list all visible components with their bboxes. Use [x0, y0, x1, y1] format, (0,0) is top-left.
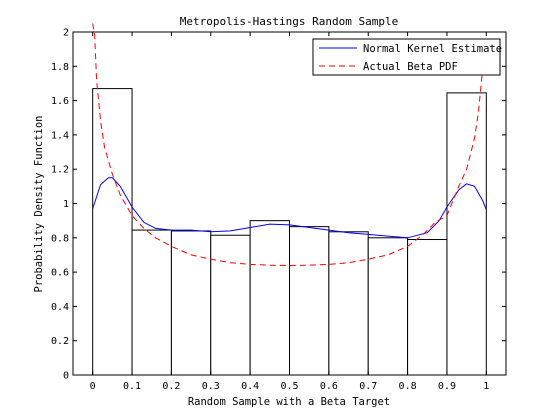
histogram-bar: [249, 220, 291, 376]
legend-label-kernel: Normal Kernel Estimate: [363, 43, 502, 55]
histogram-bar: [289, 226, 330, 376]
histogram-bar: [367, 237, 409, 376]
legend-box: [312, 38, 501, 76]
y-tick-label: 1: [63, 199, 69, 210]
x-tick-label: 0: [90, 381, 96, 392]
histogram-bar: [407, 239, 448, 376]
y-tick-label: 1.8: [51, 62, 69, 73]
y-tick-label: 0: [63, 371, 69, 382]
x-tick-label: 0.1: [123, 381, 141, 392]
histogram-bar: [170, 230, 212, 376]
plot-area: 0 0.1 0.2 0.3 0.4 0.5 0.6 0.7 0.8 0.9 1 0 0.2 0.4 0.6 0…: [51, 23, 507, 392]
x-tick-label: 0.9: [438, 381, 456, 392]
y-tick-label: 0.6: [51, 268, 69, 279]
x-tick-label: 1: [483, 381, 489, 392]
y-tick-label: 1.6: [51, 96, 69, 107]
x-axis-label: Random Sample with a Beta Target: [188, 396, 390, 408]
legend-label-beta: Actual Beta PDF: [363, 61, 458, 73]
y-tick-label: 2: [63, 28, 69, 39]
histogram-bar: [446, 92, 487, 376]
histogram-bar: [328, 231, 369, 376]
y-tick-label: 0.4: [51, 302, 69, 313]
x-tick-label: 0.6: [320, 381, 338, 392]
x-tick-label: 0.5: [280, 381, 298, 392]
y-tick-label: 0.8: [51, 233, 69, 244]
x-tick-label: 0.3: [202, 381, 220, 392]
histogram-bar: [210, 234, 251, 376]
x-tick-label: 0.2: [162, 381, 180, 392]
histogram-bar: [92, 88, 133, 376]
histogram-bar: [131, 229, 172, 376]
x-tick-label: 0.7: [359, 381, 377, 392]
legend: Normal Kernel Estimate Actual Beta PDF: [312, 38, 502, 76]
y-tick-label: 0.2: [51, 336, 69, 347]
beta-pdf-line: [92, 23, 483, 267]
y-axis-label: Probability Density Function: [33, 115, 45, 292]
y-tick-label: 1.4: [51, 130, 69, 141]
kernel-estimate-line: [92, 177, 487, 239]
chart-title: Metropolis-Hastings Random Sample: [180, 15, 399, 28]
y-tick-label: 1.2: [51, 165, 69, 176]
x-tick-label: 0.4: [241, 381, 259, 392]
x-tick-label: 0.8: [399, 381, 417, 392]
